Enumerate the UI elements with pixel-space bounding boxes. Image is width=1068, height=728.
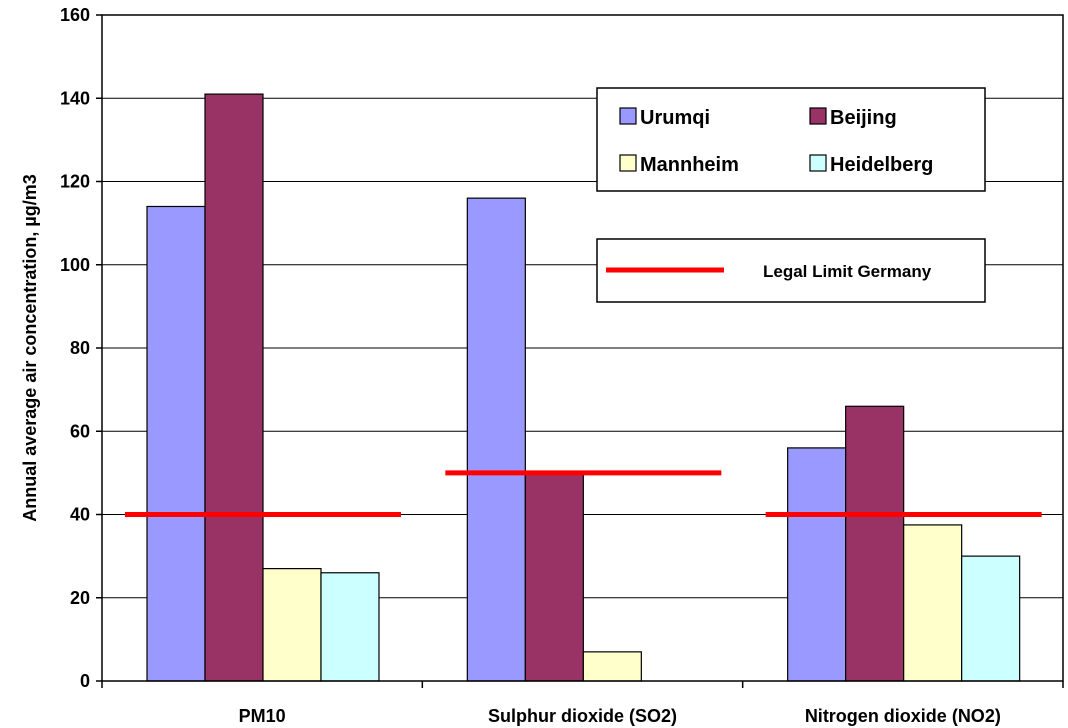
bar-mannheim-1	[262, 568, 322, 682]
bar-beijing-2	[524, 472, 584, 682]
legend-series: Urumqi Beijing Mannheim Heidelberg	[596, 87, 986, 192]
legend-label-beijing: Beijing	[830, 107, 897, 129]
y-tick-label: 60	[70, 421, 90, 441]
bar-urumqi-3	[787, 447, 847, 682]
category-labels: PM10 Sulphur dioxide (SO2) Nitrogen dioxid…	[239, 706, 1001, 726]
limit-lines	[125, 470, 1042, 517]
legend-limit: Legal Limit Germany	[596, 238, 986, 303]
plot-area-border	[101, 14, 1064, 682]
bar-heidelberg-3	[961, 555, 1021, 682]
axes	[96, 14, 1064, 688]
y-tick-label: 100	[60, 255, 90, 275]
category-label: Sulphur dioxide (SO2)	[488, 706, 677, 726]
y-tick-label: 20	[70, 588, 90, 608]
legend-label-heidelberg: Heidelberg	[830, 154, 933, 176]
legend-swatch-heidelberg	[809, 154, 827, 172]
y-tick-label: 80	[70, 338, 90, 358]
y-tick-label: 120	[60, 172, 90, 192]
legend-swatch-urumqi	[619, 107, 637, 125]
bar-heidelberg-1	[320, 572, 380, 682]
category-label: PM10	[239, 706, 286, 726]
legend-series-box	[596, 87, 986, 192]
bar-mannheim-2	[582, 651, 642, 682]
y-tick-label: 140	[60, 88, 90, 108]
legend-swatch-beijing	[809, 107, 827, 125]
bar-beijing-3	[845, 405, 905, 682]
legend-limit-label: Legal Limit Germany	[763, 262, 932, 281]
y-tick-label: 0	[80, 671, 90, 691]
category-label: Nitrogen dioxide (NO2)	[805, 706, 1001, 726]
y-axis-title: Annual average air concentration, µg/m3	[20, 174, 40, 521]
legend-swatch-mannheim	[619, 154, 637, 172]
y-tick-labels: 0 20 40 60 80 100 120 140 160	[60, 5, 90, 691]
legend-label-mannheim: Mannheim	[640, 154, 739, 176]
bar-mannheim-3	[903, 524, 963, 682]
y-tick-label: 40	[70, 505, 90, 525]
bar-beijing-1	[204, 93, 264, 682]
bar-urumqi-2	[466, 197, 526, 682]
bar-urumqi-1	[146, 205, 206, 682]
y-tick-label: 160	[60, 5, 90, 25]
legend-label-urumqi: Urumqi	[640, 107, 710, 129]
bars	[146, 93, 1021, 682]
